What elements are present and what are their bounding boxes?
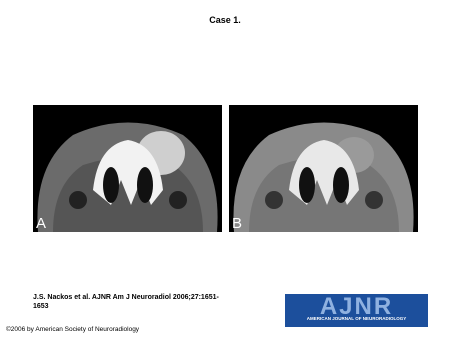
sinus [103, 167, 119, 203]
ct-image: A [33, 105, 222, 232]
panel-label: A [36, 215, 47, 232]
airway [265, 191, 283, 209]
logo-title: AJNR [319, 293, 394, 320]
airway [169, 191, 187, 209]
copyright: ©2006 by American Society of Neuroradiol… [6, 326, 140, 333]
journal-logo: AJNR AMERICAN JOURNAL OF NEURORADIOLOGY [285, 294, 428, 327]
sinus [299, 167, 315, 203]
sinus [137, 167, 153, 203]
ct-scan [33, 105, 222, 232]
ct-scan [229, 105, 418, 232]
airway [365, 191, 383, 209]
airway [69, 191, 87, 209]
citation: J.S. Nackos et al. AJNR Am J Neuroradiol… [33, 294, 219, 310]
panel-label: B [232, 215, 243, 232]
logo-subtitle: AMERICAN JOURNAL OF NEURORADIOLOGY [306, 316, 407, 321]
slide-title: Case 1. [209, 15, 241, 25]
sinus [333, 167, 349, 203]
ct-image: B [229, 105, 418, 232]
